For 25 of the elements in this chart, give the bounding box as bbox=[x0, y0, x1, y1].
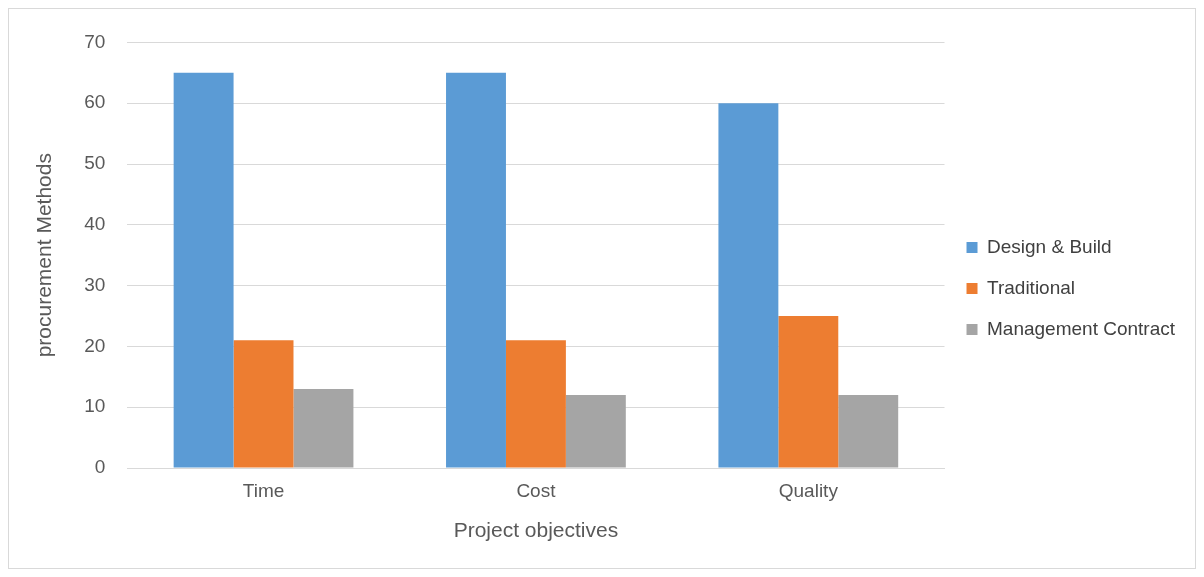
bar bbox=[718, 103, 779, 468]
bar bbox=[233, 340, 294, 468]
x-axis-title: Project objectives bbox=[453, 518, 619, 542]
legend-label: Traditional bbox=[987, 276, 1076, 298]
y-tick-label: 10 bbox=[84, 395, 106, 417]
bar bbox=[778, 316, 839, 468]
x-tick-label: Cost bbox=[516, 479, 557, 501]
bar bbox=[838, 395, 899, 468]
y-tick-label: 20 bbox=[84, 334, 106, 356]
y-tick-label: 50 bbox=[84, 152, 106, 174]
legend-label: Management Contract bbox=[987, 317, 1176, 339]
y-tick-label: 70 bbox=[84, 30, 106, 52]
x-tick-label: Quality bbox=[778, 479, 839, 501]
bar bbox=[293, 388, 354, 468]
bar bbox=[565, 395, 626, 468]
y-tick-label: 0 bbox=[94, 456, 106, 478]
bar bbox=[173, 72, 234, 468]
y-tick-label: 30 bbox=[84, 273, 106, 295]
y-tick-label: 60 bbox=[84, 91, 106, 113]
bar bbox=[505, 340, 566, 468]
x-tick-label: Time bbox=[242, 479, 285, 501]
legend-label: Design & Build bbox=[987, 235, 1112, 257]
bar bbox=[446, 72, 506, 468]
y-tick-label: 40 bbox=[84, 213, 106, 235]
y-axis-title: procurement Methods bbox=[32, 153, 56, 358]
